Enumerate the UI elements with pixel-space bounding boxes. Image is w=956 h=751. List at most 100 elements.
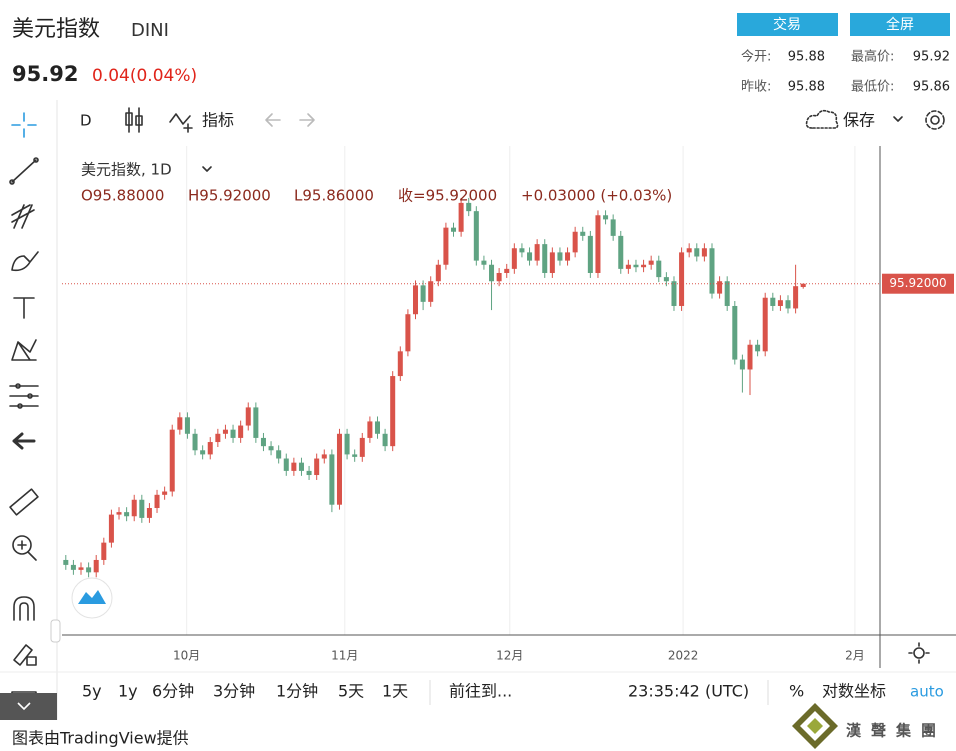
settings-icon[interactable] — [925, 110, 945, 130]
undo-redo[interactable] — [265, 113, 315, 127]
toolbar-toggle[interactable] — [50, 619, 61, 643]
save-label[interactable]: 保存 — [843, 111, 875, 130]
candle-body — [648, 260, 654, 265]
candle-body — [321, 454, 327, 459]
candle-body — [306, 470, 312, 476]
log-button[interactable]: 对数坐标 — [822, 682, 886, 701]
candle-body — [633, 264, 639, 268]
candle-body — [78, 567, 84, 570]
candle-body — [222, 429, 228, 434]
candle-body — [382, 433, 388, 447]
candle-body — [717, 281, 723, 294]
candle-body — [291, 462, 297, 471]
legend-title: 美元指数, 1D — [81, 161, 172, 179]
percent-button[interactable]: % — [789, 682, 804, 701]
candle-body — [785, 300, 791, 309]
candle-body — [618, 235, 624, 269]
candle-body — [314, 458, 320, 476]
interval-button[interactable]: D — [80, 112, 92, 130]
indicators-icon[interactable] — [169, 113, 193, 133]
credit: 图表由TradingView提供 — [12, 729, 189, 748]
candle-body — [428, 281, 434, 302]
stat-value: 95.88 — [788, 50, 825, 65]
candle-body — [131, 499, 137, 517]
candle-body — [101, 542, 107, 560]
candle-body — [732, 305, 738, 360]
candle-body — [481, 260, 487, 265]
trade-label[interactable]: 交易 — [773, 16, 801, 33]
range-button[interactable]: 5y — [82, 682, 102, 701]
x-tick-label: 2022 — [668, 649, 699, 663]
goto-button[interactable]: 前往到... — [449, 682, 512, 701]
legend-low: L95.86000 — [294, 187, 374, 205]
collapse-toolbar[interactable] — [0, 693, 57, 720]
candle-body — [253, 407, 259, 438]
stat-label: 最高价: — [851, 49, 894, 65]
candle-body — [207, 442, 213, 455]
trade-button[interactable] — [737, 13, 838, 36]
candle-body — [268, 446, 274, 451]
candle-body — [641, 264, 647, 268]
company-name: 漢聲集團 — [846, 722, 946, 740]
fullscreen-label[interactable]: 全屏 — [886, 16, 914, 33]
collapse-icon[interactable] — [17, 702, 31, 711]
candle-body — [610, 219, 616, 236]
stat-value: 95.88 — [788, 80, 825, 95]
legend-close: 收=95.92000 — [398, 187, 497, 205]
candle-body — [451, 227, 457, 232]
candle-body — [215, 433, 221, 443]
range-button[interactable]: 1分钟 — [276, 682, 318, 701]
candle-body — [374, 421, 381, 434]
fullscreen-button[interactable] — [850, 13, 950, 36]
candle-body — [230, 429, 236, 438]
candle-body — [542, 244, 548, 273]
x-tick-label: 12月 — [496, 649, 523, 663]
x-tick-label: 2月 — [845, 649, 865, 663]
company-logo — [792, 703, 838, 749]
candle-body — [359, 437, 365, 457]
auto-button[interactable]: auto — [910, 683, 944, 701]
axis-settings[interactable] — [908, 642, 930, 664]
x-tick-label: 11月 — [331, 649, 358, 663]
candle-body — [701, 248, 707, 257]
range-button[interactable]: 5天 — [338, 682, 364, 701]
legend-open: O95.88000 — [81, 187, 164, 205]
candle-body — [663, 277, 669, 282]
candle-body — [108, 514, 114, 543]
last-price-label: 95.92000 — [889, 276, 946, 290]
candle-body — [466, 202, 472, 212]
range-button[interactable]: 6分钟 — [152, 682, 194, 701]
candle-body — [405, 314, 411, 352]
range-button[interactable]: 3分钟 — [213, 682, 255, 701]
candle-body — [527, 252, 533, 261]
candle-body — [496, 272, 502, 282]
price-change: 0.04(0.04%) — [92, 66, 197, 86]
candle-body — [116, 512, 122, 515]
chart-style-icon[interactable] — [125, 107, 143, 133]
candle-body — [93, 559, 99, 573]
last-price: 95.92 — [12, 62, 78, 86]
save-menu[interactable] — [893, 116, 903, 122]
candle-body — [298, 462, 304, 471]
candle-body — [70, 564, 76, 570]
candle-body — [146, 508, 152, 518]
indicators-label[interactable]: 指标 — [202, 111, 234, 130]
candle-body — [625, 264, 631, 269]
save-icon[interactable] — [805, 109, 839, 129]
candle-body — [686, 248, 692, 253]
candle-body — [412, 285, 419, 315]
range-button[interactable]: 1天 — [382, 682, 408, 701]
legend-menu[interactable] — [202, 166, 212, 172]
range-button[interactable]: 1y — [118, 682, 138, 701]
candle-body — [336, 433, 342, 505]
candle-body — [473, 211, 479, 261]
candle-body — [671, 281, 677, 306]
candle-body — [580, 231, 586, 236]
candle-body — [192, 433, 198, 451]
candle-body — [762, 297, 768, 352]
last-price-tag — [882, 273, 954, 294]
candle-body — [443, 227, 449, 265]
candle-body — [519, 248, 525, 253]
left-toolbar[interactable] — [9, 112, 39, 707]
